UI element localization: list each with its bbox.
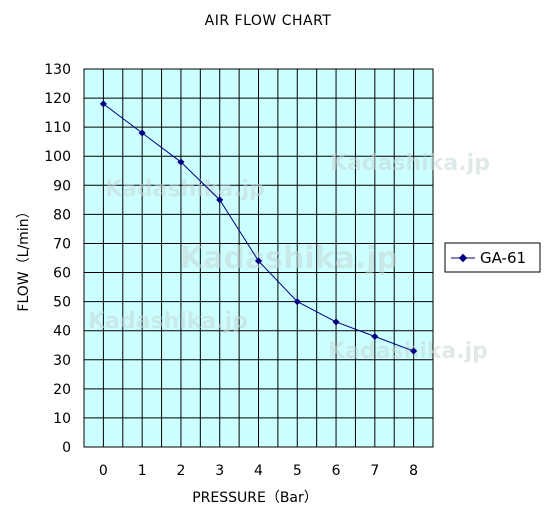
watermark-text: Kadashika.jp bbox=[105, 177, 265, 202]
watermark-text: Kadashika.jp bbox=[330, 151, 490, 176]
legend-label: GA-61 bbox=[480, 249, 526, 267]
watermark-text: Kadashika.jp bbox=[328, 339, 488, 364]
y-tick-label: 90 bbox=[53, 178, 71, 194]
y-tick-label: 30 bbox=[53, 353, 71, 369]
x-tick-label: 8 bbox=[409, 463, 418, 479]
data-point bbox=[410, 347, 418, 355]
y-tick-label: 70 bbox=[53, 236, 71, 252]
y-axis-ticks: 0 10 20 30 40 50 60 70 80 90 100 110 120 130 bbox=[44, 62, 71, 456]
y-tick-label: 100 bbox=[44, 149, 71, 165]
x-axis-ticks: 0 1 2 3 4 5 6 7 8 bbox=[99, 463, 418, 479]
x-tick-label: 6 bbox=[332, 463, 341, 479]
data-point bbox=[332, 318, 340, 326]
x-tick-label: 5 bbox=[293, 463, 302, 479]
y-tick-label: 120 bbox=[44, 91, 71, 107]
data-point bbox=[293, 298, 301, 306]
x-tick-label: 2 bbox=[176, 463, 185, 479]
y-tick-label: 0 bbox=[62, 440, 71, 456]
y-tick-label: 80 bbox=[53, 207, 71, 223]
chart-title: AIR FLOW CHART bbox=[205, 13, 332, 29]
y-tick-label: 20 bbox=[53, 382, 71, 398]
watermark-text: Kadashika.jp bbox=[88, 309, 248, 334]
y-tick-label: 10 bbox=[53, 411, 71, 427]
data-point bbox=[177, 158, 185, 166]
data-point bbox=[254, 257, 263, 265]
legend-marker-icon bbox=[458, 253, 468, 263]
watermarks: Kadashika.jp Kadashika.jp Kadashika.jp K… bbox=[88, 151, 490, 364]
x-axis-label: PRESSURE（Bar） bbox=[192, 490, 318, 506]
y-tick-label: 40 bbox=[53, 324, 71, 340]
x-tick-label: 1 bbox=[138, 463, 147, 479]
y-axis-label: FLOW（L/min） bbox=[16, 204, 32, 311]
y-tick-label: 110 bbox=[44, 120, 71, 136]
x-tick-label: 0 bbox=[99, 463, 108, 479]
x-tick-label: 7 bbox=[370, 463, 379, 479]
legend: GA-61 bbox=[444, 242, 541, 273]
grid-lines bbox=[83, 68, 434, 448]
y-tick-label: 130 bbox=[44, 62, 71, 78]
data-point bbox=[99, 100, 107, 108]
x-tick-label: 4 bbox=[254, 463, 263, 479]
y-tick-label: 60 bbox=[53, 266, 71, 282]
data-point bbox=[371, 332, 379, 341]
data-point bbox=[138, 129, 146, 137]
series-ga-61 bbox=[99, 100, 418, 355]
x-tick-label: 3 bbox=[215, 463, 224, 479]
data-point bbox=[216, 196, 224, 204]
y-tick-label: 50 bbox=[53, 295, 71, 311]
watermark-text: Kadashika.jp bbox=[180, 241, 398, 276]
